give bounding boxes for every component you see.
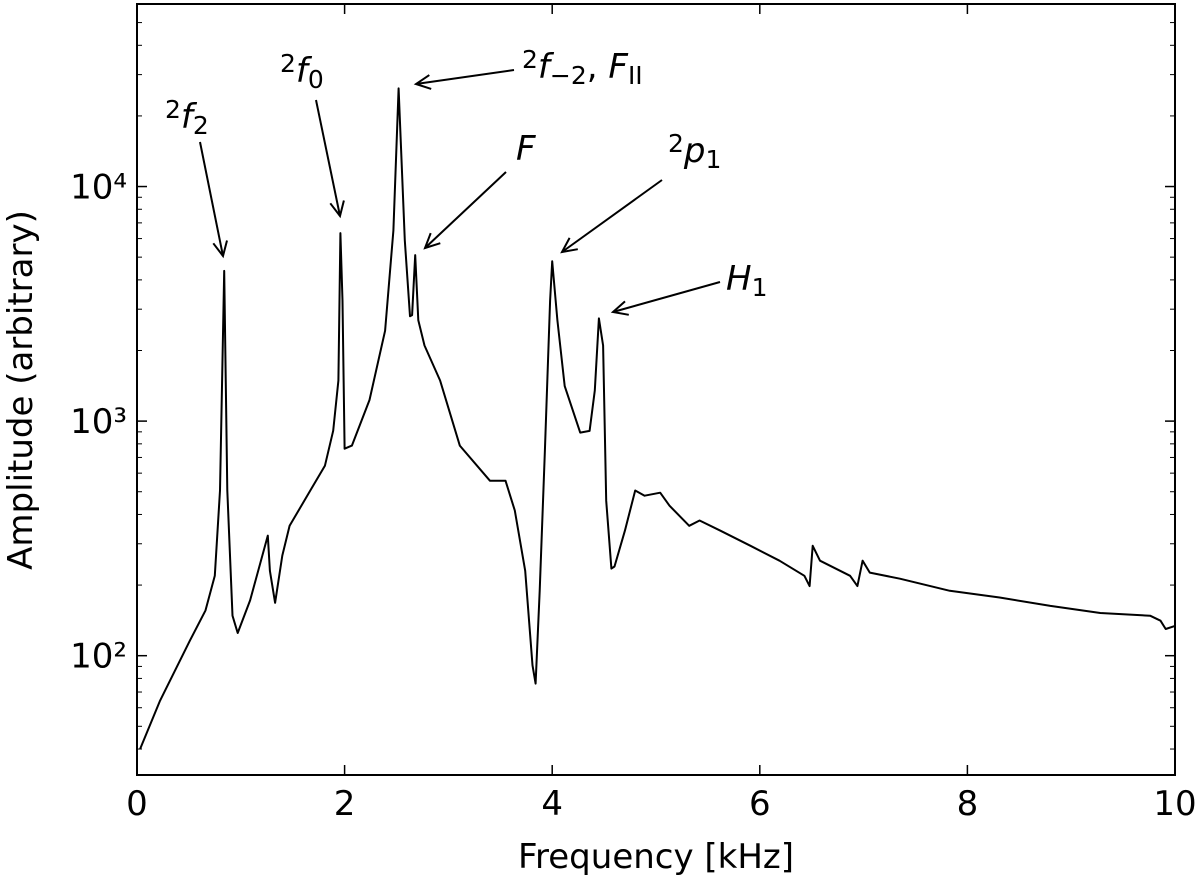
annotation-part: −2 [550, 61, 587, 90]
annotation-part: H [726, 259, 752, 299]
annotation-arrowhead [610, 300, 629, 316]
annotation-arrow [612, 281, 721, 313]
annotation-part: 2 [522, 45, 538, 74]
annotation-arrowhead [413, 74, 432, 90]
annotation: H1 [726, 259, 767, 302]
annotation: 2f0 [280, 49, 324, 94]
annotation-part: II [628, 61, 643, 90]
annotation-arrow [424, 171, 507, 249]
annotation-arrowhead [212, 240, 228, 259]
x-axis-label: Frequency [kHz] [518, 837, 794, 877]
y-axis-label: Amplitude (arbitrary) [1, 210, 41, 570]
annotation-part: F [608, 47, 628, 87]
annotation-arrow [199, 141, 224, 257]
annotation: 2p1 [668, 129, 721, 174]
annotation-arrow [561, 179, 663, 253]
annotation-arrowhead [423, 232, 441, 250]
data-line [139, 87, 1176, 750]
annotation-part: 0 [308, 65, 324, 94]
annotation-part: 2 [193, 111, 209, 140]
annotation-arrowhead [329, 200, 345, 219]
annotation: 2f2 [165, 95, 209, 140]
annotation-arrowhead [560, 237, 578, 254]
y-tick-label: 10⁴ [70, 168, 127, 208]
x-tick-label: 6 [749, 784, 771, 824]
annotation-arrow [315, 99, 341, 217]
annotation: F [516, 129, 536, 169]
x-tick-label: 10 [1153, 784, 1196, 824]
annotation-part: 1 [706, 145, 722, 174]
y-tick-label: 10³ [70, 402, 127, 442]
annotation-part: F [516, 129, 536, 169]
x-tick-label: 4 [541, 784, 563, 824]
annotation: 2f−2, FII [522, 45, 643, 90]
y-tick-label: 10² [70, 637, 127, 677]
annotation-part: 2 [165, 95, 181, 124]
annotation-arrow [415, 69, 515, 85]
plot-frame [136, 3, 1176, 776]
x-tick-label: 8 [957, 784, 979, 824]
x-tick-label: 0 [126, 784, 148, 824]
x-tick-label: 2 [334, 784, 356, 824]
annotation-part: 1 [752, 273, 768, 302]
annotation-part: , [587, 47, 609, 87]
annotation-part: 2 [280, 49, 296, 78]
annotation-part: 2 [668, 129, 684, 158]
annotation-part: p [683, 131, 706, 171]
